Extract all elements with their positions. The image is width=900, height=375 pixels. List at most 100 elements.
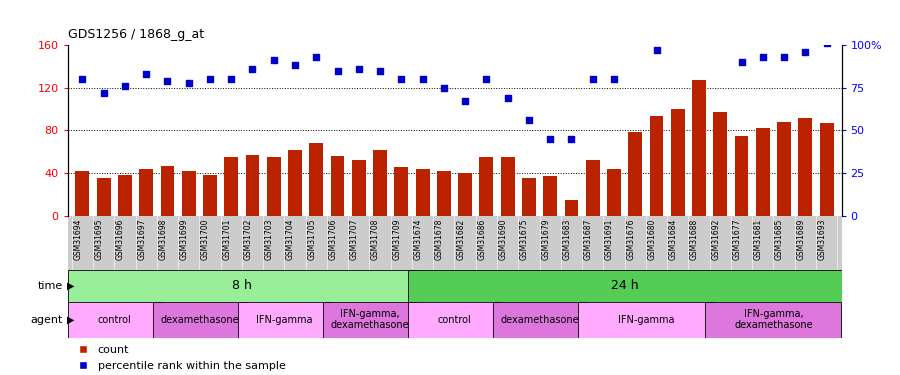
Bar (408, 302, 501, 338)
Bar (288, 150, 302, 216)
Text: GSM31708: GSM31708 (371, 218, 380, 260)
Text: GSM31692: GSM31692 (711, 218, 720, 260)
Text: GSM31705: GSM31705 (307, 218, 316, 260)
Legend: count, percentile rank within the sample: count, percentile rank within the sample (68, 340, 290, 375)
Text: IFN-gamma,
dexamethasone: IFN-gamma, dexamethasone (734, 309, 813, 330)
Point (607, 76, 621, 82)
Text: GSM31695: GSM31695 (94, 218, 104, 260)
Text: IFN-gamma,
dexamethasone: IFN-gamma, dexamethasone (330, 309, 409, 330)
Point (564, 136, 579, 142)
Point (586, 76, 600, 82)
Point (139, 71, 153, 77)
Bar (608, 169, 621, 216)
Bar (522, 178, 536, 216)
Text: GSM31681: GSM31681 (754, 218, 763, 259)
Text: 8 h: 8 h (232, 279, 252, 292)
Bar (408, 270, 842, 302)
Point (394, 76, 409, 82)
Text: GSM31701: GSM31701 (222, 218, 231, 260)
Point (479, 76, 493, 82)
Bar (692, 80, 706, 216)
Bar (670, 109, 685, 216)
Point (266, 57, 281, 63)
Point (500, 95, 515, 101)
Point (798, 49, 813, 55)
Point (734, 59, 749, 65)
Bar (578, 302, 714, 338)
Point (458, 98, 473, 104)
Bar (76, 171, 89, 216)
Point (96, 90, 111, 96)
Text: GSM31697: GSM31697 (137, 218, 146, 260)
Text: IFN-gamma: IFN-gamma (617, 315, 674, 325)
Text: GSM31678: GSM31678 (435, 218, 444, 260)
Bar (203, 175, 217, 216)
Bar (266, 157, 281, 216)
Text: GSM31689: GSM31689 (796, 218, 806, 260)
Text: GSM31684: GSM31684 (669, 218, 678, 260)
Text: GSM31694: GSM31694 (74, 218, 83, 260)
Text: GSM31685: GSM31685 (775, 218, 784, 260)
Bar (224, 157, 238, 216)
Text: GSM31686: GSM31686 (477, 218, 486, 260)
Bar (493, 302, 586, 338)
Bar (416, 169, 429, 216)
Text: ▶: ▶ (67, 281, 74, 291)
Bar (564, 200, 579, 216)
Bar (374, 150, 387, 216)
Bar (140, 169, 153, 216)
Text: GSM31706: GSM31706 (328, 218, 338, 260)
Text: GDS1256 / 1868_g_at: GDS1256 / 1868_g_at (68, 28, 203, 41)
Point (522, 117, 536, 123)
Bar (118, 175, 131, 216)
Bar (820, 123, 833, 216)
Bar (68, 270, 416, 302)
Point (713, 8, 727, 14)
Point (628, 16, 643, 22)
Text: GSM31699: GSM31699 (180, 218, 189, 260)
Bar (323, 302, 416, 338)
Text: GSM31683: GSM31683 (562, 218, 572, 260)
Point (416, 76, 430, 82)
Text: GSM31700: GSM31700 (201, 218, 210, 260)
Point (330, 68, 345, 74)
Point (777, 54, 791, 60)
Bar (798, 117, 813, 216)
Bar (480, 157, 493, 216)
Bar (458, 173, 472, 216)
Bar (714, 112, 727, 216)
Text: IFN-gamma: IFN-gamma (256, 315, 312, 325)
Bar (68, 302, 161, 338)
Bar (628, 132, 643, 216)
Point (288, 63, 302, 69)
Point (224, 76, 238, 82)
Bar (160, 165, 175, 216)
Bar (310, 143, 323, 216)
Bar (734, 136, 749, 216)
Text: GSM31709: GSM31709 (392, 218, 401, 260)
Point (756, 54, 770, 60)
Point (649, 47, 663, 53)
Text: GSM31707: GSM31707 (350, 218, 359, 260)
Text: GSM31704: GSM31704 (286, 218, 295, 260)
Bar (96, 178, 111, 216)
Bar (182, 171, 195, 216)
Bar (778, 122, 791, 216)
Bar (586, 160, 599, 216)
Bar (650, 117, 663, 216)
Text: agent: agent (31, 315, 63, 325)
Text: GSM31698: GSM31698 (158, 218, 167, 260)
Point (76, 76, 90, 82)
Text: GSM31679: GSM31679 (541, 218, 550, 260)
Bar (352, 160, 365, 216)
Point (352, 66, 366, 72)
Point (670, 8, 685, 14)
Text: GSM31682: GSM31682 (456, 218, 465, 259)
Bar (153, 302, 246, 338)
Point (436, 85, 451, 91)
Text: control: control (437, 315, 472, 325)
Bar (500, 157, 515, 216)
Point (543, 136, 557, 142)
Point (692, 8, 706, 14)
Point (182, 80, 196, 86)
